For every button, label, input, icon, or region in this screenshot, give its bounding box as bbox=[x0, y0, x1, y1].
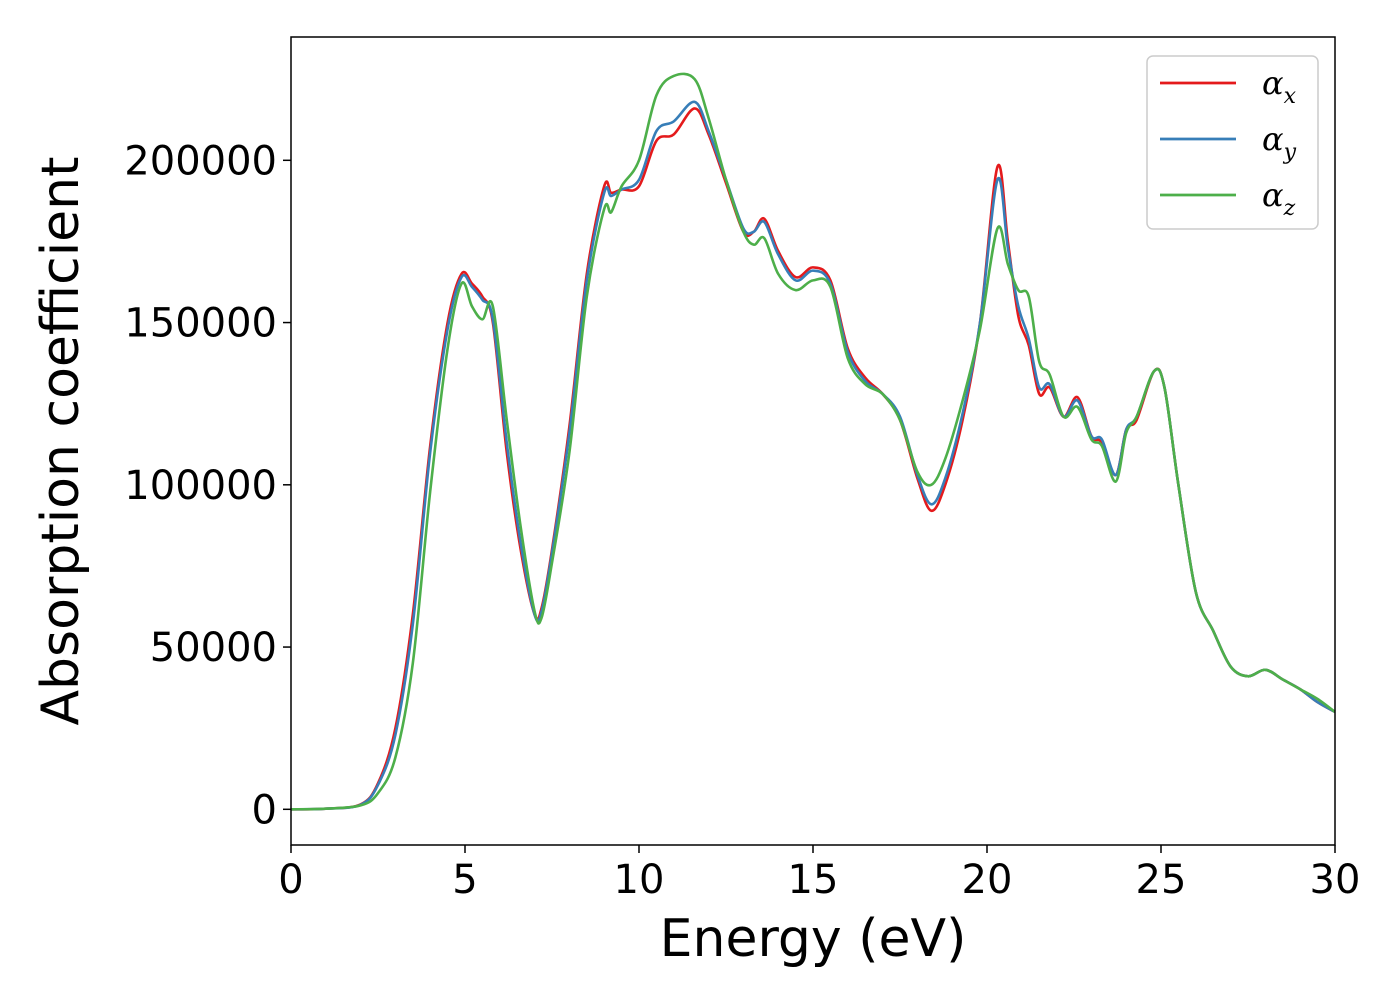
legend-label-subscript: y bbox=[1283, 140, 1297, 165]
legend-label-alpha-x: αx bbox=[1262, 64, 1297, 109]
x-tick-label: 5 bbox=[452, 857, 477, 903]
series-line-alpha-z bbox=[290, 72, 1336, 811]
x-tick-label: 15 bbox=[788, 857, 839, 903]
series-layer bbox=[290, 72, 1336, 811]
x-tick-label: 0 bbox=[278, 857, 303, 903]
y-tick-label: 50000 bbox=[150, 625, 277, 671]
legend-label-alpha-y: αy bbox=[1262, 120, 1297, 165]
legend-label-subscript: x bbox=[1284, 84, 1297, 109]
x-tick-label: 10 bbox=[614, 857, 665, 903]
x-tick-label: 20 bbox=[962, 857, 1013, 903]
y-tick-label: 100000 bbox=[124, 463, 277, 509]
x-tick-label: 25 bbox=[1136, 857, 1187, 903]
y-tick-label: 200000 bbox=[124, 138, 277, 184]
x-axis: 0 5 10 15 20 25 30 bbox=[278, 845, 1360, 903]
x-axis-label: Energy (eV) bbox=[660, 909, 967, 969]
legend-box bbox=[1146, 55, 1319, 230]
legend-label-subscript: z bbox=[1283, 196, 1296, 221]
legend-label-symbol: α bbox=[1262, 120, 1284, 158]
y-tick-label: 0 bbox=[252, 787, 277, 833]
legend-label-symbol: α bbox=[1262, 176, 1284, 214]
y-axis-label: Absorption coefficient bbox=[31, 156, 91, 725]
y-axis: 0 50000 100000 150000 200000 bbox=[124, 138, 291, 833]
legend-label-symbol: α bbox=[1262, 64, 1284, 102]
x-tick-label: 30 bbox=[1310, 857, 1361, 903]
legend-label-alpha-z: αz bbox=[1262, 176, 1296, 221]
y-tick-label: 150000 bbox=[124, 301, 277, 347]
